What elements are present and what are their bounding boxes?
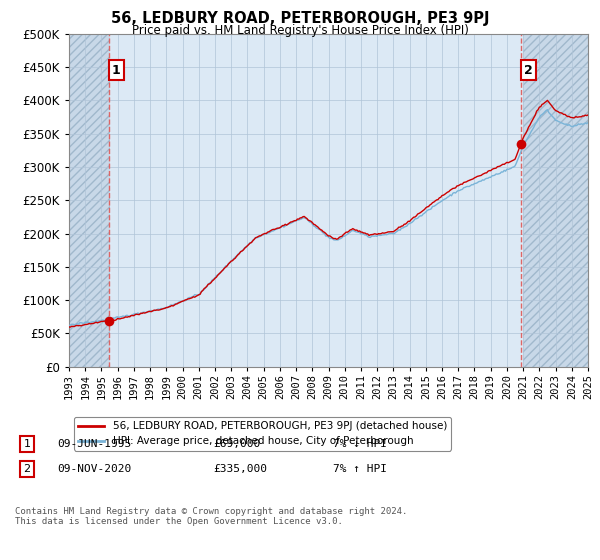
Legend: 56, LEDBURY ROAD, PETERBOROUGH, PE3 9PJ (detached house), HPI: Average price, de: 56, LEDBURY ROAD, PETERBOROUGH, PE3 9PJ … <box>74 417 451 451</box>
Text: £335,000: £335,000 <box>213 464 267 474</box>
Text: Contains HM Land Registry data © Crown copyright and database right 2024.
This d: Contains HM Land Registry data © Crown c… <box>15 507 407 526</box>
Text: 1: 1 <box>112 64 121 77</box>
Text: £69,000: £69,000 <box>213 439 260 449</box>
Text: 09-NOV-2020: 09-NOV-2020 <box>57 464 131 474</box>
Text: 09-JUN-1995: 09-JUN-1995 <box>57 439 131 449</box>
Text: 7% ↑ HPI: 7% ↑ HPI <box>333 464 387 474</box>
Bar <box>523 34 588 367</box>
Text: 1: 1 <box>23 439 31 449</box>
Text: 7% ↓ HPI: 7% ↓ HPI <box>333 439 387 449</box>
Text: 2: 2 <box>524 64 533 77</box>
Text: Price paid vs. HM Land Registry's House Price Index (HPI): Price paid vs. HM Land Registry's House … <box>131 24 469 37</box>
Text: 56, LEDBURY ROAD, PETERBOROUGH, PE3 9PJ: 56, LEDBURY ROAD, PETERBOROUGH, PE3 9PJ <box>111 11 489 26</box>
Bar <box>69 34 110 367</box>
Text: 2: 2 <box>23 464 31 474</box>
